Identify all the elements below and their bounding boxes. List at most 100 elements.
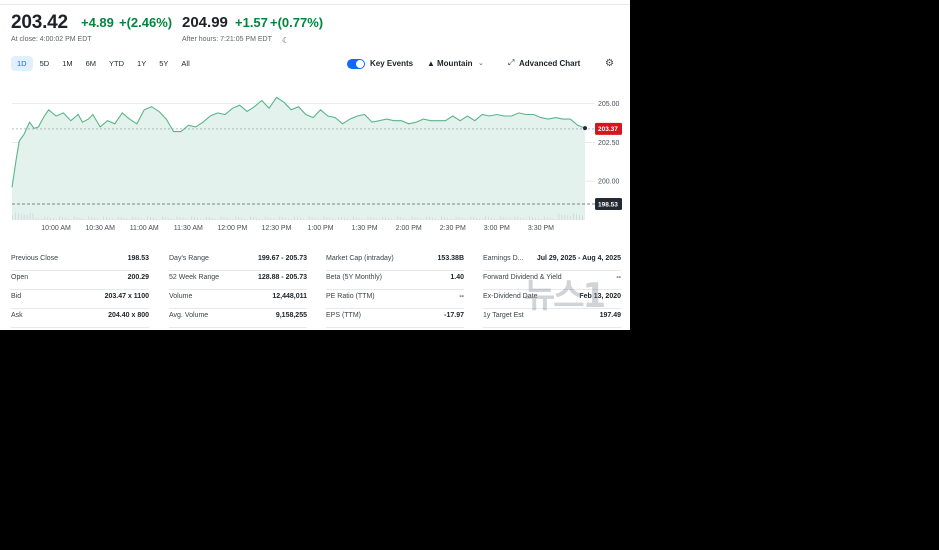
volume-bar	[394, 219, 395, 220]
stat-row: Ask 204.40 x 800	[11, 309, 149, 328]
volume-bar	[73, 216, 75, 220]
stat-row: Market Cap (intraday) 153.38B	[326, 252, 464, 271]
stat-row: Volume 12,448,011	[169, 290, 307, 309]
range-1d[interactable]: 1D	[11, 56, 33, 71]
volume-bar	[364, 219, 366, 220]
volume-bar	[235, 216, 237, 220]
volume-bar	[44, 216, 46, 220]
volume-bar	[458, 217, 460, 220]
volume-bar	[194, 217, 195, 220]
volume-bar	[535, 217, 536, 220]
volume-bar	[546, 217, 548, 220]
x-tick-label: 2:00 PM	[396, 225, 422, 232]
stat-value: 203.47 x 1100	[104, 293, 149, 300]
volume-bar	[329, 217, 331, 220]
volume-bar	[138, 217, 140, 220]
stat-label: Previous Close	[11, 255, 59, 262]
volume-bar	[302, 218, 304, 220]
volume-bar	[261, 219, 263, 220]
volume-bar	[200, 218, 201, 220]
volume-bar	[332, 218, 334, 220]
volume-bar	[408, 219, 410, 220]
volume-bar	[579, 214, 580, 220]
volume-bar	[520, 217, 522, 220]
volume-bar	[479, 218, 481, 220]
volume-bar	[158, 219, 160, 220]
range-selector: 1D 5D 1M 6M YTD 1Y 5Y All	[11, 56, 197, 71]
volume-bar	[320, 219, 322, 220]
volume-bar	[561, 214, 563, 220]
volume-bar	[29, 212, 31, 220]
volume-bar	[399, 217, 401, 220]
price-area	[12, 97, 585, 220]
volume-bar	[50, 217, 51, 220]
volume-bar	[232, 219, 234, 220]
volume-bar	[405, 218, 407, 220]
x-tick-label: 11:00 AM	[130, 225, 159, 232]
volume-bar	[582, 215, 583, 220]
volume-bar	[308, 216, 310, 220]
volume-bar	[452, 219, 454, 220]
volume-bar	[376, 218, 378, 220]
x-tick-label: 1:00 PM	[307, 225, 333, 232]
volume-bar	[220, 216, 222, 220]
stat-label: Beta (5Y Monthly)	[326, 274, 382, 281]
volume-bar	[20, 213, 22, 220]
volume-bar	[70, 219, 72, 220]
chevron-down-icon[interactable]: ⌄	[478, 60, 484, 67]
volume-bar	[59, 216, 60, 220]
stat-row: Previous Close 198.53	[11, 252, 149, 271]
volume-bar	[203, 219, 204, 220]
volume-bar	[276, 219, 278, 220]
volume-bar	[182, 217, 184, 220]
volume-bar	[385, 217, 386, 220]
volume-bar	[540, 219, 542, 220]
y-tick-label: 202.50	[598, 140, 620, 147]
stat-row: Ex-Dividend Date Feb 13, 2020	[483, 290, 621, 309]
volume-bar	[361, 218, 363, 220]
volume-bar	[79, 217, 81, 220]
stat-value: -17.97	[444, 312, 464, 319]
volume-bar	[144, 219, 146, 220]
volume-bar	[537, 218, 539, 220]
last-price-tag	[595, 122, 622, 135]
x-tick-label: 11:30 AM	[174, 225, 203, 232]
range-ytd[interactable]: YTD	[109, 59, 125, 68]
key-events-toggle[interactable]	[347, 59, 365, 69]
volume-bar	[17, 213, 19, 220]
range-6m[interactable]: 6M	[85, 59, 97, 68]
volume-bar	[208, 217, 210, 220]
volume-bar	[32, 213, 34, 220]
stat-value: 12,448,011	[272, 293, 307, 300]
range-5y[interactable]: 5Y	[159, 59, 169, 68]
volume-bar	[205, 216, 207, 220]
key-events-label[interactable]: Key Events	[370, 59, 414, 68]
moon-icon: ☾	[282, 36, 290, 45]
volume-bar	[341, 217, 342, 220]
volume-bar	[349, 219, 351, 220]
after-hours-change: +1.57	[235, 15, 268, 30]
range-1y[interactable]: 1Y	[137, 59, 147, 68]
volume-bar	[238, 217, 240, 220]
stat-label: Avg. Volume	[169, 312, 209, 319]
gear-icon[interactable]: ⚙	[605, 58, 614, 69]
chart-type-dropdown[interactable]: Mountain	[437, 59, 473, 68]
volume-bar	[103, 216, 104, 220]
range-1m[interactable]: 1M	[62, 59, 73, 68]
volume-bar	[367, 216, 369, 220]
volume-bar	[126, 218, 128, 220]
stat-row: PE Ratio (TTM) --	[326, 290, 464, 309]
stat-value: 128.88 - 205.73	[257, 274, 307, 281]
volume-bar	[264, 216, 266, 220]
volume-bar	[153, 217, 154, 220]
volume-bar	[106, 217, 107, 220]
stat-row: Forward Dividend & Yield --	[483, 271, 621, 290]
volume-bar	[94, 217, 96, 220]
volume-bar	[173, 219, 175, 220]
range-all[interactable]: All	[181, 59, 190, 68]
volume-bar	[170, 218, 172, 220]
advanced-chart-button[interactable]: Advanced Chart	[519, 59, 581, 68]
range-5d[interactable]: 5D	[39, 59, 50, 68]
price-chart[interactable]: 205.00 202.50 200.00 203.37 198.53 10:00 AM 10…	[0, 80, 630, 240]
volume-bar	[379, 219, 381, 220]
